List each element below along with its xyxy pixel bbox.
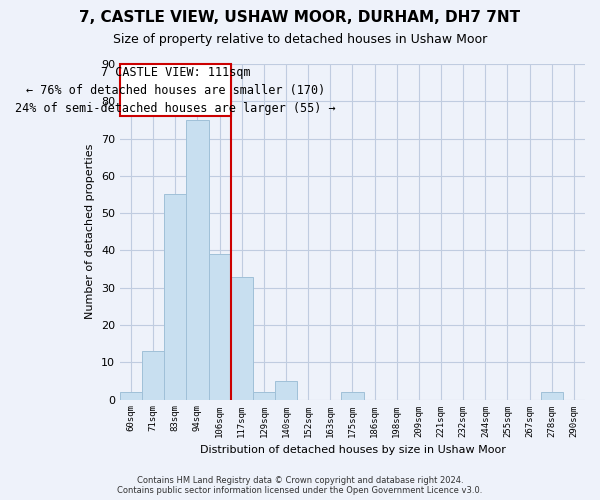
Bar xyxy=(541,392,563,400)
X-axis label: Distribution of detached houses by size in Ushaw Moor: Distribution of detached houses by size … xyxy=(200,445,505,455)
Bar xyxy=(142,351,164,400)
Text: Contains HM Land Registry data © Crown copyright and database right 2024.
Contai: Contains HM Land Registry data © Crown c… xyxy=(118,476,482,495)
Bar xyxy=(209,254,230,400)
Bar xyxy=(187,120,209,400)
Text: 7, CASTLE VIEW, USHAW MOOR, DURHAM, DH7 7NT: 7, CASTLE VIEW, USHAW MOOR, DURHAM, DH7 … xyxy=(79,10,521,25)
Text: 7 CASTLE VIEW: 111sqm
← 76% of detached houses are smaller (170)
24% of semi-det: 7 CASTLE VIEW: 111sqm ← 76% of detached … xyxy=(15,66,335,114)
Bar xyxy=(120,392,142,400)
FancyBboxPatch shape xyxy=(120,64,230,116)
Bar xyxy=(275,381,297,400)
Text: Size of property relative to detached houses in Ushaw Moor: Size of property relative to detached ho… xyxy=(113,32,487,46)
Bar xyxy=(253,392,275,400)
Bar xyxy=(341,392,364,400)
Y-axis label: Number of detached properties: Number of detached properties xyxy=(85,144,95,320)
Bar xyxy=(164,194,187,400)
Bar xyxy=(230,276,253,400)
